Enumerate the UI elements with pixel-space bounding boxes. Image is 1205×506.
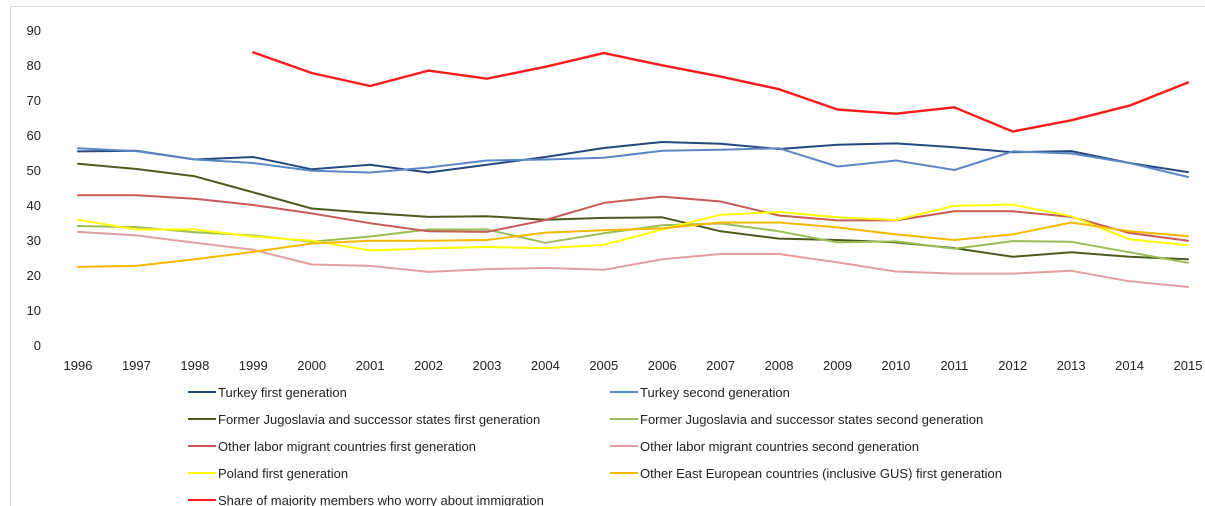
- series-line: [252, 51, 1190, 133]
- x-tick-label: 2013: [1057, 358, 1086, 373]
- legend-label: Poland first generation: [218, 466, 348, 481]
- legend-label: Former Jugoslavia and successor states f…: [218, 412, 540, 427]
- x-tick-label: 2004: [531, 358, 560, 373]
- y-tick-label: 90: [27, 23, 41, 38]
- y-tick-label: 20: [27, 268, 41, 283]
- y-tick-label: 70: [27, 93, 41, 108]
- x-axis-ticks: 1996 1997 1998 1999 2000 2001 2002 2003 2004 2005…: [64, 358, 1203, 373]
- x-tick-label: 2015: [1174, 358, 1203, 373]
- x-tick-label: 1997: [122, 358, 151, 373]
- y-tick-label: 10: [27, 303, 41, 318]
- series-line: [77, 230, 1189, 288]
- y-tick-label: 0: [34, 338, 41, 353]
- series-line: [77, 162, 1189, 261]
- x-tick-label: 2010: [881, 358, 910, 373]
- legend-label: Other labor migrant countries second gen…: [640, 439, 919, 454]
- x-tick-label: 2005: [589, 358, 618, 373]
- x-tick-label: 2009: [823, 358, 852, 373]
- x-tick-label: 2003: [472, 358, 501, 373]
- x-tick-label: 2008: [765, 358, 794, 373]
- x-tick-label: 2012: [998, 358, 1027, 373]
- x-tick-label: 1999: [239, 358, 268, 373]
- series-line: [77, 147, 1189, 178]
- legend-label: Former Jugoslavia and successor states s…: [640, 412, 983, 427]
- series-line: [77, 221, 1189, 268]
- legend-label: Other East European countries (inclusive…: [640, 466, 1002, 481]
- y-tick-label: 60: [27, 128, 41, 143]
- y-tick-label: 50: [27, 163, 41, 178]
- x-tick-label: 2006: [648, 358, 677, 373]
- series-line: [77, 141, 1189, 174]
- legend-label: Turkey second generation: [640, 385, 790, 400]
- x-tick-label: 2007: [706, 358, 735, 373]
- series-line: [77, 203, 1189, 252]
- legend-label: Turkey first generation: [218, 385, 347, 400]
- x-tick-label: 1996: [64, 358, 93, 373]
- y-tick-label: 40: [27, 198, 41, 213]
- x-tick-label: 2002: [414, 358, 443, 373]
- x-tick-label: 2001: [356, 358, 385, 373]
- legend: Turkey first generation Turkey second gen…: [188, 385, 1002, 506]
- x-tick-label: 2000: [297, 358, 326, 373]
- series-line: [77, 194, 1189, 242]
- x-tick-label: 2014: [1115, 358, 1144, 373]
- y-axis-ticks: 0 10 20 30 40 50 60 70 80 90: [27, 23, 41, 353]
- legend-label: Share of majority members who worry abou…: [218, 493, 544, 506]
- series-lines: [77, 51, 1190, 288]
- x-tick-label: 1998: [180, 358, 209, 373]
- y-tick-label: 30: [27, 233, 41, 248]
- x-tick-label: 2011: [940, 358, 968, 373]
- legend-label: Other labor migrant countries first gene…: [218, 439, 476, 454]
- y-tick-label: 80: [27, 58, 41, 73]
